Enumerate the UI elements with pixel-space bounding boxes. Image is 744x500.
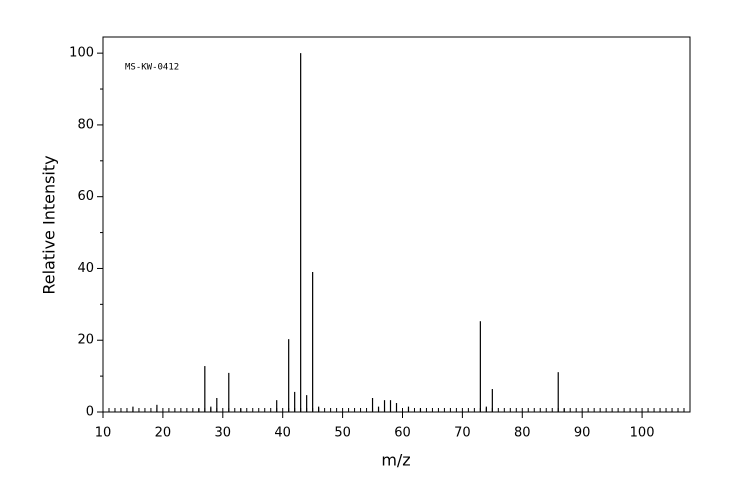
x-tick-label: 90	[574, 426, 591, 441]
plot-frame	[102, 36, 691, 413]
x-tick-label: 10	[95, 426, 112, 441]
annotation: MS-KW-0412	[125, 63, 179, 73]
x-tick-label: 40	[274, 426, 291, 441]
y-tick-label: 40	[77, 261, 94, 276]
x-axis-label: m/z	[381, 451, 410, 470]
x-tick-label: 30	[215, 426, 232, 441]
y-tick-label: 60	[77, 189, 94, 204]
y-tick-label: 20	[77, 333, 94, 348]
x-tick-label: 60	[394, 426, 411, 441]
y-axis-label: Relative Intensity	[40, 155, 59, 294]
x-tick-label: 70	[454, 426, 471, 441]
x-tick-label: 100	[630, 426, 655, 441]
y-tick-label: 100	[69, 46, 94, 61]
x-tick-label: 50	[334, 426, 351, 441]
y-tick-label: 80	[77, 117, 94, 132]
y-tick-label: 0	[86, 405, 94, 420]
x-tick-label: 20	[155, 426, 172, 441]
x-tick-label: 80	[514, 426, 531, 441]
